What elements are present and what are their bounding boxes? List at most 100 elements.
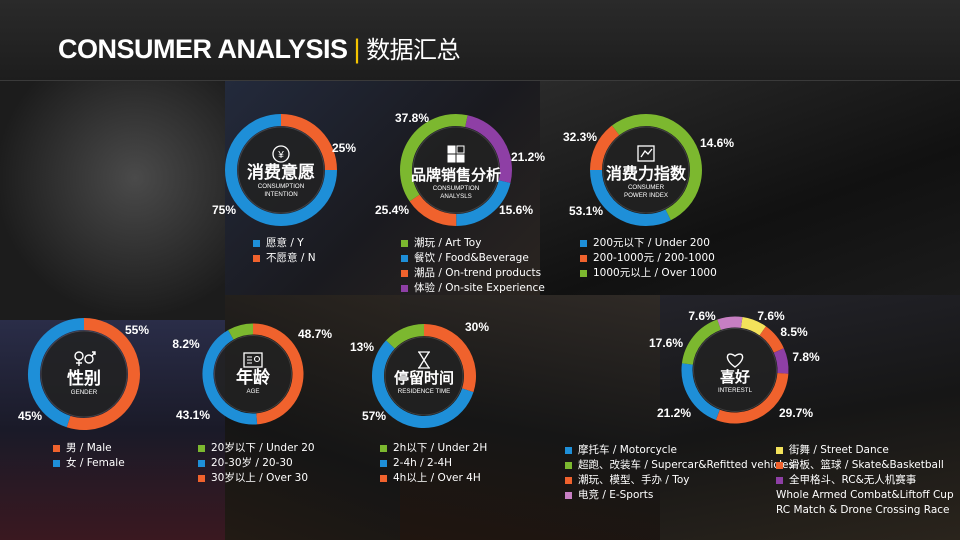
donut-center xyxy=(413,127,499,213)
legend-item: 街舞 / Street Dance xyxy=(776,443,954,458)
data-label: 7.6% xyxy=(757,309,785,323)
data-label: 48.7% xyxy=(298,327,332,341)
donut-title-en: CONSUMER xyxy=(628,184,665,191)
legend-label: 200元以下 / Under 200 xyxy=(593,237,710,249)
donut-inner-ring xyxy=(384,336,464,416)
donut-segment xyxy=(590,169,671,226)
donut-segment xyxy=(409,194,457,227)
donut-segment xyxy=(225,114,337,226)
donut-center xyxy=(238,127,324,213)
donut-segment xyxy=(423,324,476,393)
donut-segment xyxy=(28,318,85,428)
svg-text:¥: ¥ xyxy=(277,150,284,161)
legend-item: 全甲格斗、RC&无人机赛事 xyxy=(776,473,954,488)
donut-title-cn: 品牌销售分析 xyxy=(411,166,501,184)
legend-item: 女 / Female xyxy=(53,456,125,471)
legend-label: 潮玩 / Art Toy xyxy=(414,237,482,249)
legend-label: 30岁以上 / Over 30 xyxy=(211,472,309,484)
data-label: 7.6% xyxy=(688,309,716,323)
page-title: CONSUMER ANALYSIS | 数据汇总 xyxy=(58,30,461,65)
legend-swatch xyxy=(380,475,387,482)
donut-segment xyxy=(66,318,140,430)
legend-label: 2-4h / 2-4H xyxy=(393,457,453,469)
legend-item: 愿意 / Y xyxy=(253,236,316,251)
legend-label: 电竞 / E-Sports xyxy=(578,489,654,501)
legend-item: 体验 / On-site Experience xyxy=(401,281,545,296)
legend-swatch xyxy=(401,240,408,247)
donut-segment xyxy=(280,114,337,171)
donut-segment xyxy=(386,324,425,349)
legend-swatch xyxy=(401,270,408,277)
donut-title-en: GENDER xyxy=(71,389,98,396)
title-separator: | xyxy=(353,34,361,64)
legend-item: 不愿意 / N xyxy=(253,251,316,266)
legend-swatch xyxy=(776,462,783,469)
data-label: 13% xyxy=(350,340,374,354)
legend-label: 女 / Female xyxy=(66,457,125,469)
donut-inner-ring xyxy=(237,126,325,214)
legend-swatch xyxy=(580,240,587,247)
legend-interests-right: 街舞 / Street Dance 滑板、篮球 / Skate&Basketbal… xyxy=(776,443,954,518)
legend-item: 潮品 / On-trend products xyxy=(401,266,545,281)
legend-item: 2h以下 / Under 2H xyxy=(380,441,487,456)
photo-weightlifting xyxy=(0,80,225,325)
legend-item: 2-4h / 2-4H xyxy=(380,456,487,471)
legend-swatch xyxy=(776,477,783,484)
donut-inner-ring xyxy=(214,335,292,413)
donut-title-en: POWER INDEX xyxy=(624,192,668,199)
legend-swatch xyxy=(401,255,408,262)
donut-inner-ring xyxy=(40,330,128,418)
data-label: 7.8% xyxy=(792,350,820,364)
legend-swatch xyxy=(253,255,260,262)
legend-residence-time: 2h以下 / Under 2H 2-4h / 2-4H 4h以上 / Over 4H xyxy=(380,441,487,486)
donut-segment xyxy=(464,115,512,183)
donut-inner-ring xyxy=(602,126,690,214)
data-label: 75% xyxy=(212,203,236,217)
legend-swatch xyxy=(565,462,572,469)
legend-item: 潮玩、模型、手办 / Toy xyxy=(565,473,794,488)
data-label: 45% xyxy=(18,409,42,423)
donut-center xyxy=(41,331,127,417)
donut-title-en: INTERESTL xyxy=(718,387,753,394)
legend-age: 20岁以下 / Under 20 20-30岁 / 20-30 30岁以上 / Ov… xyxy=(198,441,315,486)
legend-item: 20-30岁 / 20-30 xyxy=(198,456,315,471)
legend-label: 潮玩、模型、手办 / Toy xyxy=(578,474,690,486)
legend-consumption-intention: 愿意 / Y 不愿意 / N xyxy=(253,236,316,266)
donut-segment xyxy=(372,340,474,428)
photo-armor xyxy=(660,295,960,540)
donut-title-en: CONSUMPTION xyxy=(433,185,479,192)
legend-swatch xyxy=(380,445,387,452)
legend-label: 不愿意 / N xyxy=(266,252,316,264)
donut-center xyxy=(385,337,463,415)
data-label: 32.3% xyxy=(563,130,597,144)
header-bar: CONSUMER ANALYSIS | 数据汇总 xyxy=(0,0,960,81)
legend-label: 超跑、改装车 / Supercar&Refitted vehicles xyxy=(578,459,794,471)
donut-title-en: ANALYSLS xyxy=(440,193,472,200)
legend-consumer-power: 200元以下 / Under 200 200-1000元 / 200-1000 10… xyxy=(580,236,717,281)
donut-title-en: AGE xyxy=(246,388,259,395)
legend-label: 20岁以下 / Under 20 xyxy=(211,442,315,454)
donut-segment xyxy=(202,330,258,425)
legend-item: 电竞 / E-Sports xyxy=(565,488,794,503)
donut-segment xyxy=(715,372,789,424)
legend-swatch xyxy=(198,460,205,467)
legend-item: 30岁以上 / Over 30 xyxy=(198,471,315,486)
data-label: 43.1% xyxy=(176,408,210,422)
donut-title-en: INTENTION xyxy=(264,191,297,198)
data-label: 57% xyxy=(362,409,386,423)
data-label: 21.2% xyxy=(657,406,691,420)
heart-icon xyxy=(726,353,744,368)
donut-title-en: RESIDENCE TIME xyxy=(398,388,451,395)
legend-item: 200-1000元 / 200-1000 xyxy=(580,251,717,266)
donut-segment xyxy=(681,319,722,365)
donut-segment xyxy=(759,326,784,353)
legend-swatch xyxy=(565,447,572,454)
legend-swatch xyxy=(580,255,587,262)
legend-swatch xyxy=(565,492,572,499)
donut-title-cn: 消费意愿 xyxy=(247,162,315,183)
data-label: 30% xyxy=(465,320,489,334)
